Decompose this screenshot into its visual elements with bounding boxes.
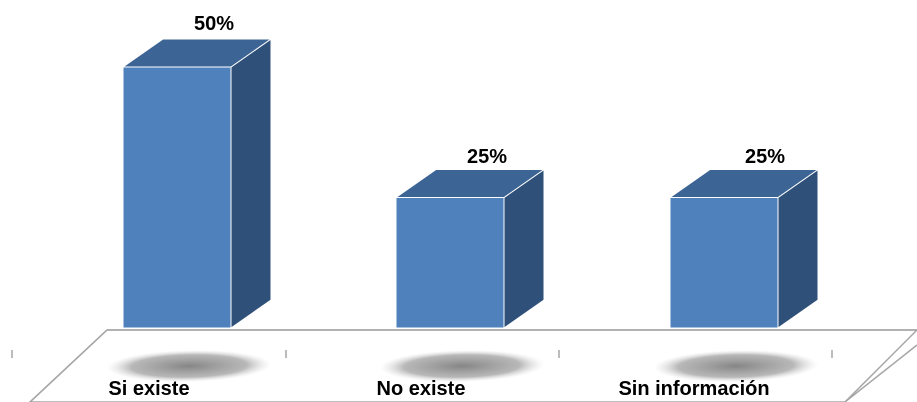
bar-front-face	[122, 66, 232, 329]
floor-left-edge	[29, 329, 108, 402]
category-label-si-existe: Si existe	[108, 378, 189, 400]
bar-front-face	[669, 197, 779, 329]
floor-right-edge	[844, 344, 917, 402]
bar-shadow	[379, 350, 545, 382]
bar-sin-informacion	[653, 168, 820, 382]
bar-no-existe	[379, 168, 546, 382]
bar-series	[106, 38, 820, 382]
x-axis-ticks	[11, 350, 833, 358]
data-label-sin-informacion: 25%	[745, 146, 785, 168]
bar-side-face	[230, 38, 272, 329]
bar-si-existe	[106, 38, 273, 382]
data-label-si-existe: 50%	[194, 13, 234, 35]
bar-front-face	[395, 197, 505, 329]
category-label-sin-informacion: Sin información	[618, 378, 769, 400]
category-label-no-existe: No existe	[377, 378, 466, 400]
bar-shadow	[653, 350, 819, 382]
data-label-no-existe: 25%	[467, 146, 507, 168]
bar-shadow	[106, 350, 272, 382]
